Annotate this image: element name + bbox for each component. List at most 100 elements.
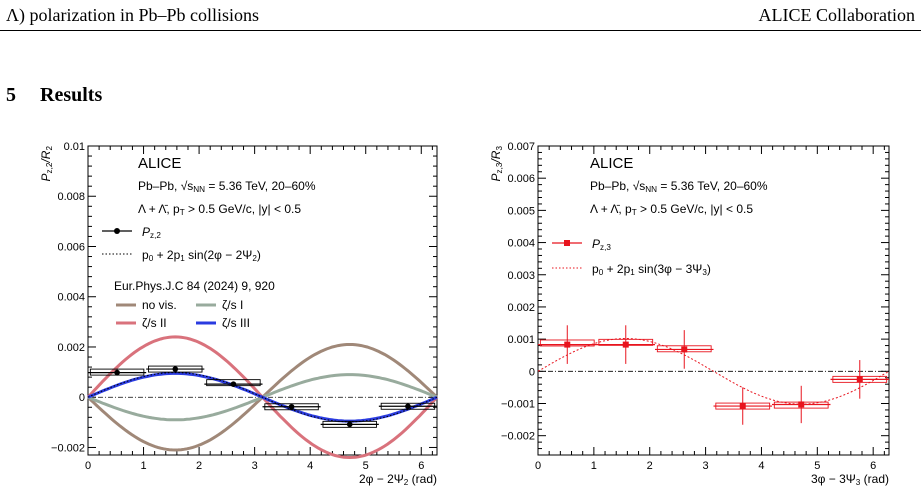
panel2-fit-curve [537,338,890,405]
panel1-ylabel-part: P [39,173,53,181]
panel1-legend-fit-label-part: 2 [252,254,257,263]
panel2-ytick-label: 0.001 [507,334,535,346]
panel2-xtick-label-part: 2 [647,460,653,472]
panel1-ytick-label: 0.004 [57,292,85,304]
panel1-legend-fit-label: p0 + 2p1 sin(2φ − 2Ψ2) [142,248,261,263]
panel2-legend-data-label-part: P [592,237,600,251]
panel2-data-point [856,376,863,383]
panel2-xtick-label-part: 0 [535,460,541,472]
panel1-legend-fit-label-part: 1 [180,254,185,263]
panel1-ylabel-part: 2 [45,146,54,151]
panel1-experiment-label: ALICE [138,155,181,172]
panel2-experiment-label-part: ALICE [590,155,633,172]
panel2-legend-fit-label-part: p [592,262,599,276]
panel1-xtick-label-part: 3 [252,460,258,472]
section-title: Results [40,84,103,106]
panel2-xtick-label: 1 [591,460,597,472]
panel2-ytick-label: 0.007 [507,141,535,153]
panel2-ytick-label: −0.002 [501,431,535,443]
panel1-legend-model-label-part: ζ/s I [222,298,243,312]
panel2-legend-data-label-part: z,3 [600,243,611,252]
panel2-cuts-label-part: T [632,208,637,217]
panel2-ytick-label-part: 0.005 [507,205,535,217]
panel2-xlabel-part: 3 [856,478,861,487]
panel2-xtick-label: 2 [647,460,653,472]
panel2-ytick-label-part: 0.001 [507,334,535,346]
panel2-xtick-label-part: 3 [703,460,709,472]
header-rule [0,30,921,31]
panel2-system-label-part: NN [645,185,657,194]
panel1-ytick-label: 0.008 [57,191,85,203]
panel2-system-label-part: = 5.36 TeV, 20–60% [657,179,768,193]
panel2-experiment-label: ALICE [590,155,633,172]
panel1-xtick-label: 5 [363,460,369,472]
panel1-ytick-label-part: 0.002 [57,342,85,354]
panel1-reference-label-part: Eur.Phys.J.C 84 (2024) 9, 920 [114,279,275,293]
panel2-ytick-label: 0.002 [507,302,535,314]
panel1-xtick-label: 6 [418,460,424,472]
panel2-ytick-label: 0.005 [507,205,535,217]
panel2-ytick-label-part: 0 [529,366,535,378]
panel2-ytick-label-part: −0.002 [501,431,535,443]
panel1-system-label-part: NN [193,185,205,194]
panel2-ylabel: Pz,3/R3 [489,146,504,182]
section-number: 5 [6,84,16,106]
panel1-legend-model-label: ζ/s II [142,316,167,330]
panel2-xtick-label: 0 [535,460,541,472]
panel2-data-point [564,341,571,348]
panel2-cuts-label-part: Λ + Λ̄, p [590,202,632,216]
panel1-ylabel: Pz,2/R2 [39,146,54,182]
panel1-legend-model-label-part: no vis. [142,298,177,312]
panel2-cuts-label-part: > 0.5 GeV/c, |y| < 0.5 [637,202,754,216]
running-head-collaboration: ALICE Collaboration [758,5,915,25]
panel2-xlabel: 3φ − 3Ψ3 (rad) [811,472,889,487]
panel2-system-label: Pb–Pb, √sNN = 5.36 TeV, 20–60% [590,179,768,194]
panel1-ytick-label: 0 [79,392,85,404]
panel2-ylabel-part: /R [489,150,503,163]
panel2-xlabel-part: (rad) [860,472,889,486]
panel2-legend-fit-label: p0 + 2p1 sin(3φ − 3Ψ3) [592,262,711,277]
panel1-xlabel: 2φ − 2Ψ2 (rad) [359,472,437,487]
panel1-data-point [405,403,411,410]
panel1-ytick-label: 0.01 [64,141,85,153]
panel1-xtick-label-part: 1 [140,460,146,472]
panel1-data-point [114,369,120,376]
panel2-legend-data-label: Pz,3 [592,237,611,252]
panel2-ytick-label: 0.004 [507,238,535,250]
panel1-legend-data-label: Pz,2 [142,225,161,240]
panel1-xtick-label-part: 4 [307,460,313,472]
panel2-xtick-label: 4 [758,460,764,472]
panel1-data-point [288,403,295,410]
panel2-ytick-label-part: 0.003 [507,270,535,282]
panel1-legend-model-label-part: ζ/s II [142,316,167,330]
panel1-xlabel-part: 2 [404,478,409,487]
panel1-legend-model-label: ζ/s III [222,316,250,330]
panel2-legend-data-marker [564,240,570,246]
panel1-legend-model-label: no vis. [142,298,177,312]
panel2-legend-fit-label-part: 1 [630,268,635,277]
panel1-frame [87,145,438,456]
panel1-ytick-label: −0.002 [51,442,85,454]
panel1-system-label-part: = 5.36 TeV, 20–60% [205,179,316,193]
panel1-xtick-label: 3 [252,460,258,472]
panel1-fit-curve [87,372,438,423]
panel2-cuts-label: Λ + Λ̄, pT > 0.5 GeV/c, |y| < 0.5 [590,202,753,217]
panel1-legend-data-marker [114,228,120,234]
panel2-legend-fit-label-part: 0 [599,268,604,277]
panel1-legend-fit-label-part: p [142,248,149,262]
panel1-ytick-label-part: −0.002 [51,442,85,454]
running-head: Λ) polarization in Pb–Pb collisions ALIC… [0,0,921,31]
panel1-xlabel-part: 2φ − 2Ψ [359,472,404,486]
panel2-ytick-label: 0 [529,366,535,378]
panel1-legend-model-label-part: ζ/s III [222,316,250,330]
panel2-legend-fit-label-part: 3 [702,268,707,277]
panel1-ytick-label-part: 0.006 [57,241,85,253]
panel1-cuts-label-part: > 0.5 GeV/c, |y| < 0.5 [185,202,302,216]
running-head-title: Λ) polarization in Pb–Pb collisions [6,5,260,25]
panel1-ytick-label-part: 0.004 [57,292,85,304]
panel2-ytick-label-part: −0.001 [501,399,535,411]
panel1-data-point [346,421,353,428]
panel2-ytick-label-part: 0.007 [507,141,535,153]
panel1-legend-fit-label-part: sin(2φ − 2Ψ [185,248,253,262]
panel1-cuts-label-part: T [180,208,185,217]
